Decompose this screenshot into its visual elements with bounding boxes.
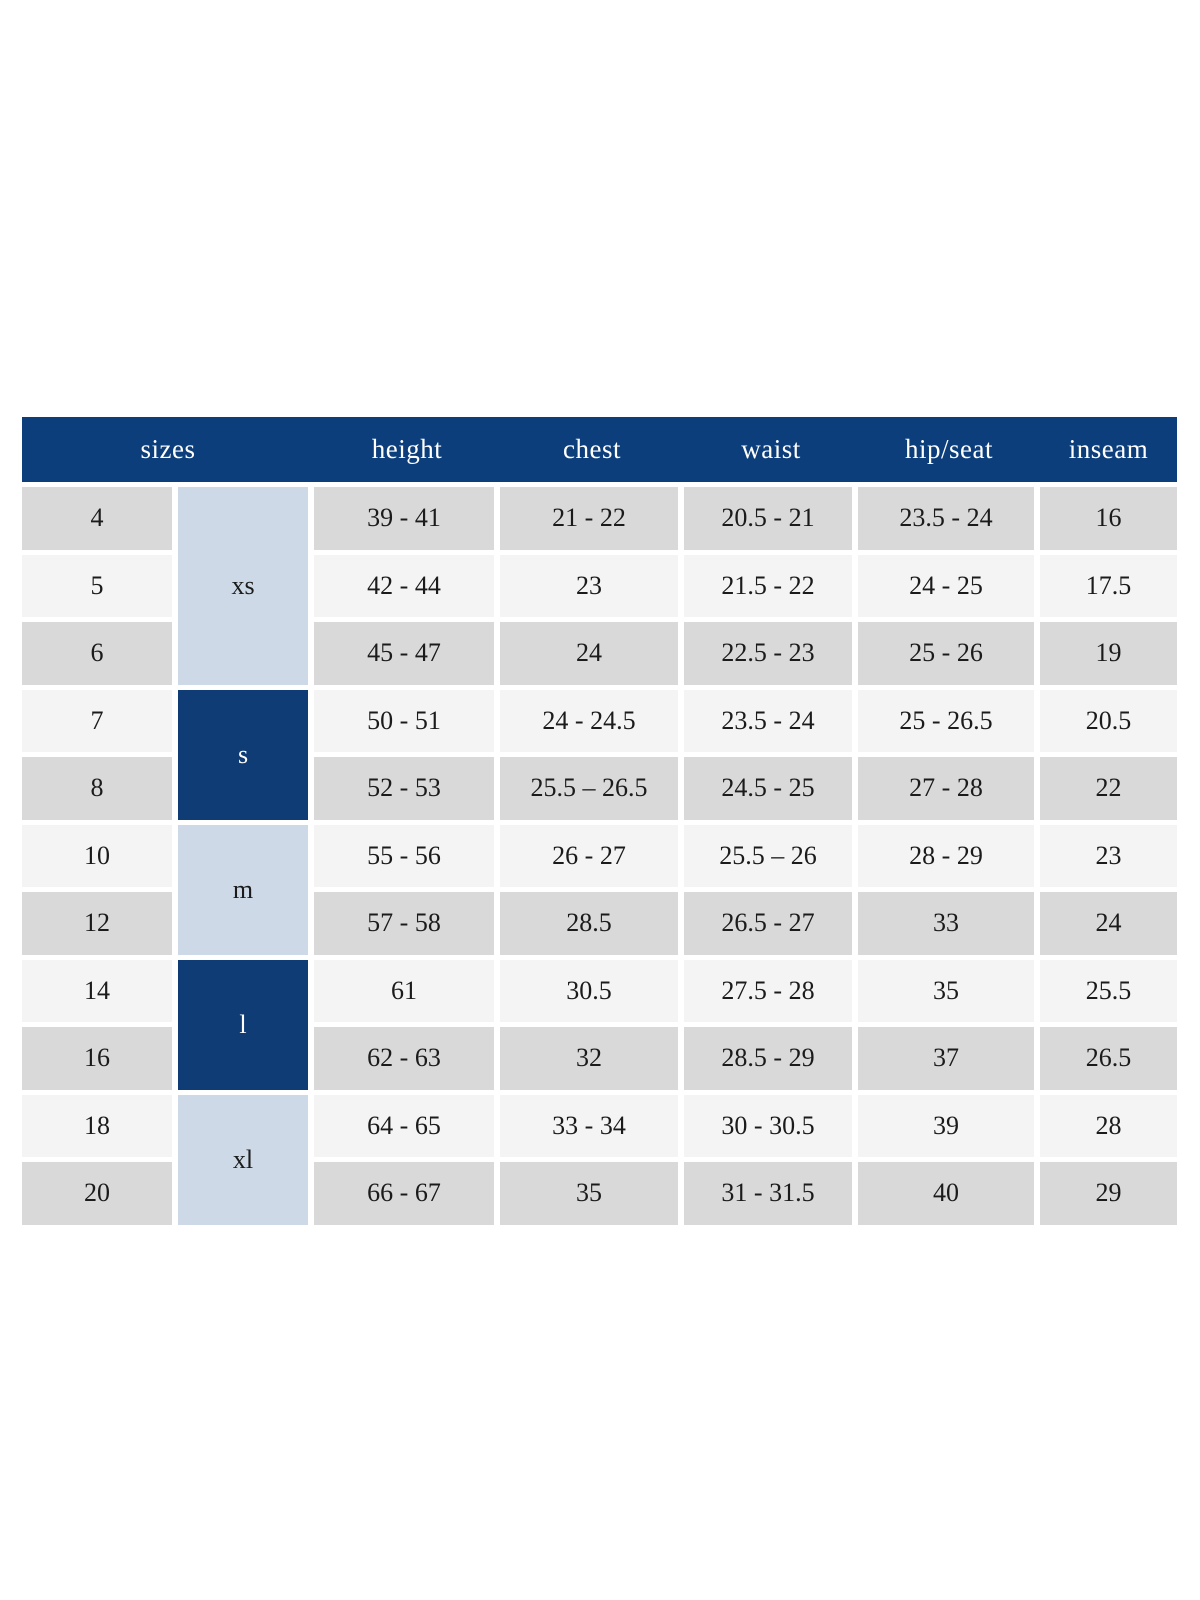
waist-cell: 25.5 – 26 — [684, 824, 852, 887]
chest-cell: 30.5 — [500, 959, 678, 1022]
chest-cell: 21 - 22 — [500, 487, 678, 550]
chest-cell: 28.5 — [500, 892, 678, 955]
size-cell: 6 — [22, 622, 172, 685]
size-group-cell: xl — [178, 1094, 308, 1225]
chest-cell: 25.5 – 26.5 — [500, 757, 678, 820]
height-cell: 55 - 56 — [314, 824, 494, 887]
hip-seat-cell: 39 — [858, 1094, 1034, 1157]
size-cell: 7 — [22, 689, 172, 752]
size-cell: 20 — [22, 1162, 172, 1225]
hip-seat-cell: 40 — [858, 1162, 1034, 1225]
size-cell: 12 — [22, 892, 172, 955]
hip-seat-cell: 27 - 28 — [858, 757, 1034, 820]
header-inseam: inseam — [1068, 434, 1149, 464]
hip-seat-cell: 24 - 25 — [858, 554, 1034, 617]
inseam-cell: 22 — [1040, 757, 1177, 820]
waist-cell: 22.5 - 23 — [684, 622, 852, 685]
waist-cell: 27.5 - 28 — [684, 959, 852, 1022]
header-hip-seat: hip/seat — [905, 434, 993, 464]
height-cell: 57 - 58 — [314, 892, 494, 955]
table-header-row: sizes height chest waist hip/seat inseam — [22, 417, 1177, 482]
hip-seat-cell: 23.5 - 24 — [858, 487, 1034, 550]
size-group-cell: xs — [178, 487, 308, 685]
height-cell: 39 - 41 — [314, 487, 494, 550]
chest-cell: 23 — [500, 554, 678, 617]
inseam-cell: 25.5 — [1040, 959, 1177, 1022]
inseam-cell: 16 — [1040, 487, 1177, 550]
height-cell: 61 — [314, 959, 494, 1022]
size-group-cell: l — [178, 959, 308, 1090]
table-body: 4 xs 39 - 41 21 - 22 20.5 - 21 23.5 - 24 16 5 42… — [22, 487, 1177, 1225]
height-cell: 50 - 51 — [314, 689, 494, 752]
inseam-cell: 19 — [1040, 622, 1177, 685]
height-cell: 45 - 47 — [314, 622, 494, 685]
size-group-cell: m — [178, 824, 308, 955]
size-cell: 8 — [22, 757, 172, 820]
hip-seat-cell: 25 - 26.5 — [858, 689, 1034, 752]
chest-cell: 26 - 27 — [500, 824, 678, 887]
waist-cell: 23.5 - 24 — [684, 689, 852, 752]
hip-seat-cell: 25 - 26 — [858, 622, 1034, 685]
chest-cell: 32 — [500, 1027, 678, 1090]
hip-seat-cell: 33 — [858, 892, 1034, 955]
waist-cell: 21.5 - 22 — [684, 554, 852, 617]
height-cell: 42 - 44 — [314, 554, 494, 617]
inseam-cell: 26.5 — [1040, 1027, 1177, 1090]
inseam-cell: 17.5 — [1040, 554, 1177, 617]
chest-cell: 33 - 34 — [500, 1094, 678, 1157]
size-cell: 14 — [22, 959, 172, 1022]
size-cell: 18 — [22, 1094, 172, 1157]
inseam-cell: 29 — [1040, 1162, 1177, 1225]
waist-cell: 20.5 - 21 — [684, 487, 852, 550]
inseam-cell: 24 — [1040, 892, 1177, 955]
size-cell: 4 — [22, 487, 172, 550]
size-cell: 5 — [22, 554, 172, 617]
size-cell: 16 — [22, 1027, 172, 1090]
hip-seat-cell: 37 — [858, 1027, 1034, 1090]
inseam-cell: 23 — [1040, 824, 1177, 887]
inseam-cell: 20.5 — [1040, 689, 1177, 752]
inseam-cell: 28 — [1040, 1094, 1177, 1157]
waist-cell: 30 - 30.5 — [684, 1094, 852, 1157]
height-cell: 52 - 53 — [314, 757, 494, 820]
size-chart-table: sizes height chest waist hip/seat inseam… — [22, 417, 1177, 1225]
waist-cell: 28.5 - 29 — [684, 1027, 852, 1090]
header-chest: chest — [563, 434, 621, 464]
hip-seat-cell: 28 - 29 — [858, 824, 1034, 887]
waist-cell: 26.5 - 27 — [684, 892, 852, 955]
chest-cell: 35 — [500, 1162, 678, 1225]
size-cell: 10 — [22, 824, 172, 887]
hip-seat-cell: 35 — [858, 959, 1034, 1022]
height-cell: 62 - 63 — [314, 1027, 494, 1090]
height-cell: 64 - 65 — [314, 1094, 494, 1157]
chest-cell: 24 — [500, 622, 678, 685]
size-group-cell: s — [178, 689, 308, 820]
header-height: height — [371, 434, 443, 464]
header-sizes: sizes — [140, 434, 196, 464]
header-waist: waist — [741, 434, 801, 464]
chest-cell: 24 - 24.5 — [500, 689, 678, 752]
waist-cell: 31 - 31.5 — [684, 1162, 852, 1225]
height-cell: 66 - 67 — [314, 1162, 494, 1225]
waist-cell: 24.5 - 25 — [684, 757, 852, 820]
